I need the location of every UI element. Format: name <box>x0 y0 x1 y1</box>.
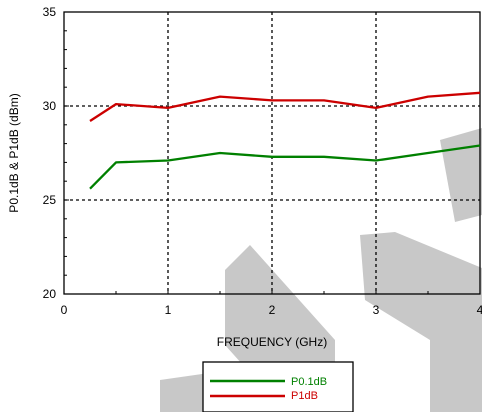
x-tick-label: 2 <box>269 303 276 317</box>
gridlines <box>64 12 480 294</box>
watermark-letter-top <box>440 128 482 222</box>
watermark-letter-right <box>360 232 482 412</box>
legend-label-p1db: P1dB <box>291 390 318 402</box>
x-tick-label: 0 <box>61 303 68 317</box>
y-tick-label: 30 <box>43 99 57 113</box>
axis-ticks: 0 1 2 3 4 20 25 30 35 <box>43 5 482 317</box>
y-tick-label: 35 <box>43 5 57 19</box>
x-axis-title: FREQUENCY (GHz) <box>217 335 327 349</box>
y-tick-label: 25 <box>43 193 57 207</box>
y-axis-title: P0.1dB & P1dB (dBm) <box>7 93 21 212</box>
series-line-p0-1db <box>89 144 481 190</box>
y-tick-label: 20 <box>43 287 57 301</box>
data-series <box>89 91 481 190</box>
legend-box <box>202 361 354 412</box>
series-line-p1db <box>89 91 481 122</box>
x-tick-label: 3 <box>373 303 380 317</box>
x-tick-label: 4 <box>477 303 482 317</box>
legend: P0.1dB P1dB <box>202 361 354 412</box>
x-tick-label: 1 <box>165 303 172 317</box>
legend-label-p0-1db: P0.1dB <box>291 376 327 388</box>
